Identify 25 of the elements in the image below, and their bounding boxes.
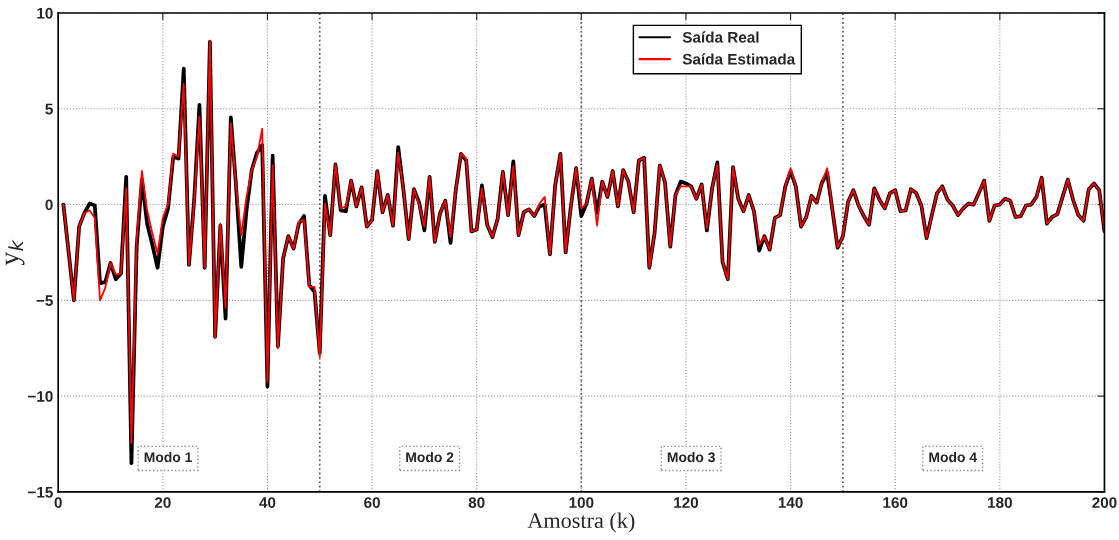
x-tick-label: 20 [154,497,171,509]
x-tick-label: 180 [988,497,1012,509]
x-tick-label: 160 [883,497,908,509]
legend-label: Saída Estimada [682,53,796,65]
y-tick-label: 10 [37,7,53,19]
x-tick-label: 0 [54,497,62,509]
x-tick-label: 100 [569,497,594,509]
annotation: Modo 4 [929,451,977,463]
x-tick-label: 200 [1092,497,1117,509]
y-tick-label: 0 [45,199,53,211]
x-tick-label: 40 [259,497,276,509]
x-tick-label: 80 [468,497,485,509]
y-tick-label: −5 [36,295,53,307]
y-axis-title: y$_{k}$ [5,239,25,266]
legend-label: Saída Real [682,31,759,43]
annotation: Modo 2 [406,451,454,463]
y-tick-label: 5 [45,103,53,115]
x-tick-label: 120 [674,497,699,509]
annotation: Modo 1 [144,451,192,463]
y-tick-label: −15 [28,486,53,498]
x-tick-label: 60 [364,497,380,509]
annotation: Modo 3 [667,451,715,463]
x-tick-label: 140 [778,497,803,509]
y-tick-label: −10 [28,391,53,402]
x-axis-title: Amostra (k) [527,512,635,533]
